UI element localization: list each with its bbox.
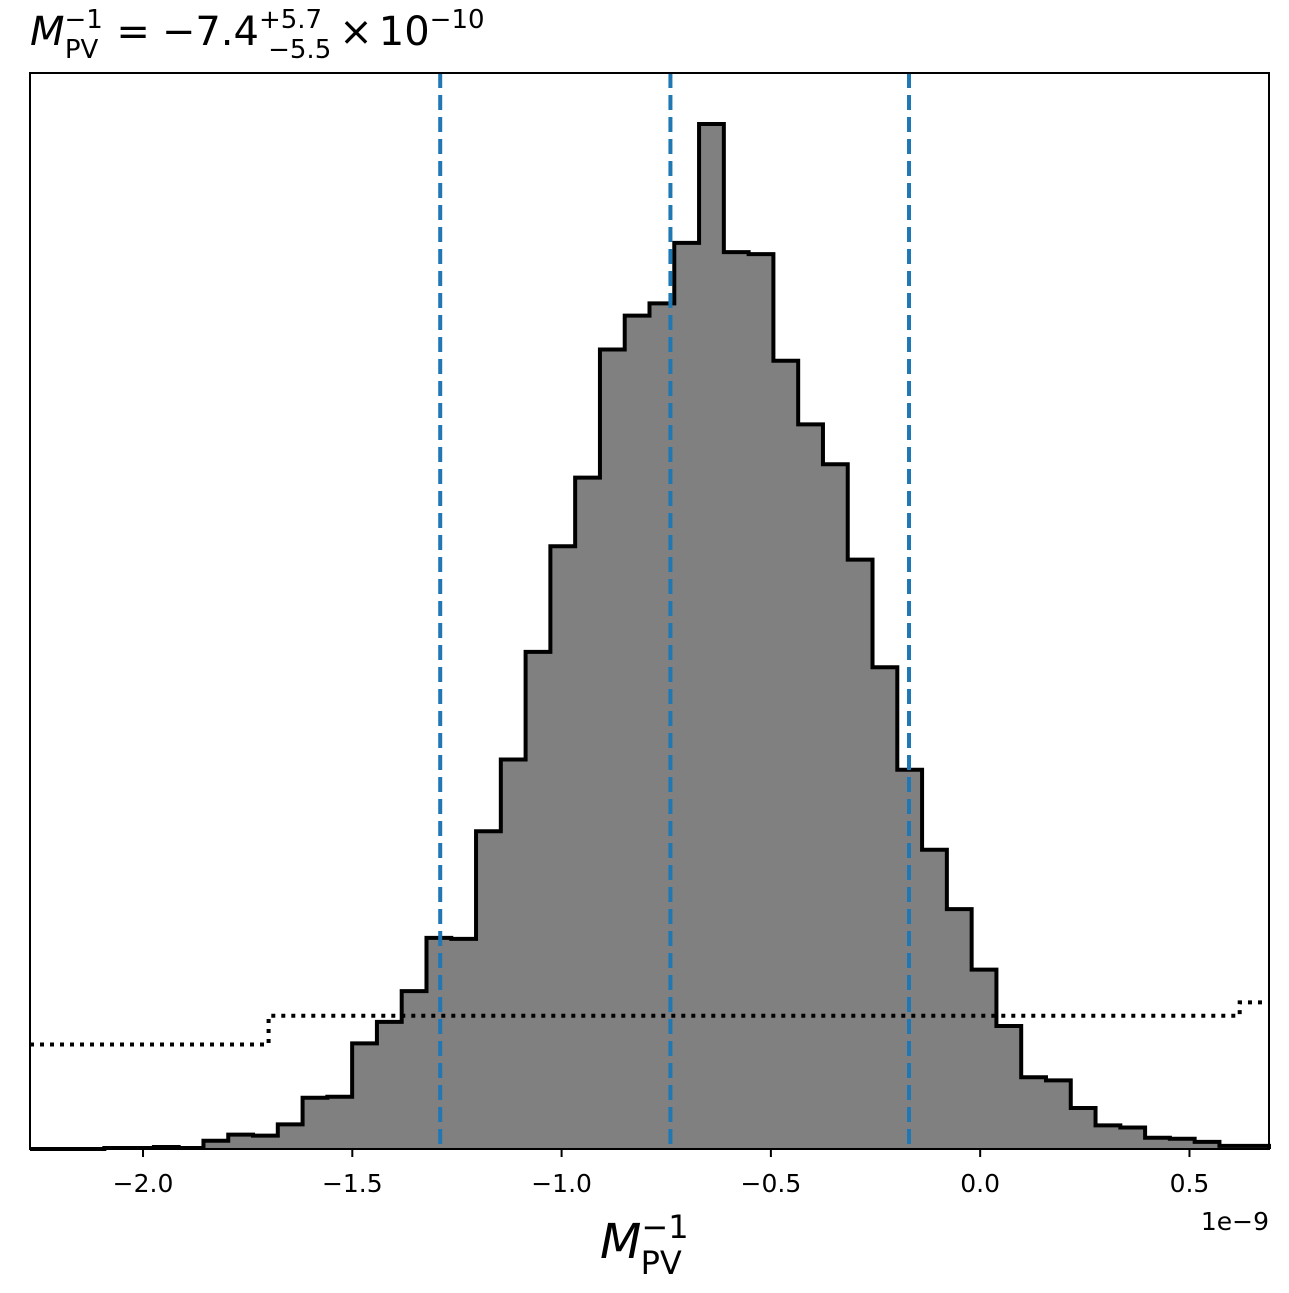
histogram-bar [872, 667, 898, 1149]
histogram-bar [847, 559, 874, 1149]
histogram-bar [996, 1026, 1022, 1149]
histogram-bar [327, 1096, 353, 1149]
histogram-bar [624, 315, 650, 1149]
histogram-bar [699, 124, 725, 1149]
histogram-bars [30, 122, 1271, 1151]
histogram-bar [525, 651, 551, 1149]
x-axis-ticks: −2.0 −1.5 −1.0 −0.5 0.0 0.5 [113, 1149, 1210, 1198]
histogram-bar [748, 254, 774, 1150]
title-exponent: −10 [430, 5, 485, 35]
plot-frame [29, 72, 1270, 1150]
prior-step-line [30, 1000, 1269, 1047]
title-equals: = [116, 9, 150, 55]
histogram-outline [30, 122, 1271, 1151]
histogram-bar [203, 1140, 229, 1149]
x-tick-label: 0.0 [960, 1169, 1000, 1198]
xlabel-symbol: M [600, 1214, 641, 1270]
title-subscript: PV [65, 35, 99, 65]
title-symbol: M [30, 9, 65, 55]
histogram-bar [674, 242, 700, 1149]
x-tick-label: 0.5 [1170, 1169, 1210, 1198]
chart-title: M−1 PV = −7.4+5.7 −5.5 × 10−10 [30, 5, 485, 65]
title-upper-error: +5.7 [259, 5, 322, 35]
histogram-bar [1120, 1127, 1146, 1149]
histogram-bar [798, 424, 824, 1149]
histogram-bar [228, 1134, 254, 1149]
title-base: 10 [379, 9, 430, 55]
x-axis-label: M−1 PV [600, 1208, 689, 1282]
xlabel-subscript: PV [641, 1244, 682, 1282]
histogram-bar [253, 1135, 279, 1149]
histogram-bar [500, 759, 527, 1149]
quantile-lines [438, 73, 912, 1149]
histogram-bar [599, 349, 626, 1149]
histogram-bar [1045, 1080, 1072, 1149]
histogram-bar [1169, 1138, 1196, 1149]
title-superscript: −1 [65, 5, 103, 35]
histogram-bar [476, 831, 502, 1149]
histogram-bar [723, 252, 750, 1149]
histogram-bar [376, 1021, 403, 1149]
histogram-bar [1021, 1077, 1047, 1149]
xlabel-superscript: −1 [641, 1208, 688, 1246]
x-tick-label: −2.0 [113, 1169, 174, 1198]
histogram-bar [575, 477, 601, 1149]
histogram-bar [451, 938, 477, 1149]
histogram-bar [971, 969, 997, 1149]
x-tick-label: −1.0 [531, 1169, 592, 1198]
histogram-bar [773, 360, 799, 1149]
title-times: × [339, 9, 373, 55]
prior-line [30, 1000, 1269, 1047]
title-value: −7.4 [162, 9, 259, 55]
histogram-bar [550, 546, 576, 1149]
histogram-bar [1095, 1125, 1121, 1149]
histogram-bar [922, 849, 948, 1149]
x-offset-label: 1e−9 [1201, 1207, 1269, 1236]
histogram-bar [822, 464, 849, 1149]
histogram-bar [1070, 1108, 1097, 1149]
title-lower-error: −5.5 [268, 35, 331, 65]
x-tick-label: −0.5 [741, 1169, 802, 1198]
histogram-bar [302, 1097, 328, 1149]
histogram-bar [1145, 1137, 1171, 1149]
histogram-bar [277, 1124, 304, 1149]
x-tick-label: −1.5 [322, 1169, 383, 1198]
histogram-bar [352, 1043, 378, 1149]
histogram-bar [946, 909, 973, 1149]
histogram-bar [1194, 1141, 1220, 1149]
